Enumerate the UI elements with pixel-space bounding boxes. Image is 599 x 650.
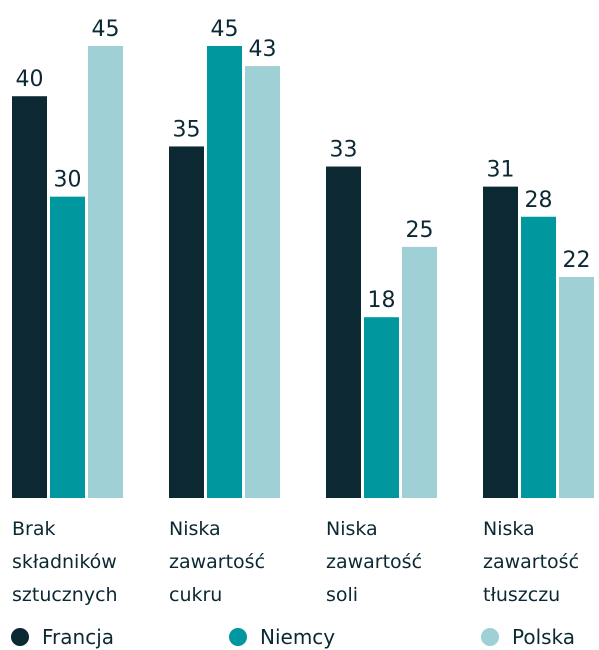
value-label: 28 <box>525 188 553 213</box>
bar <box>88 46 123 498</box>
bar <box>364 317 399 498</box>
legend-marker <box>481 628 499 646</box>
category-label: Niska <box>326 518 378 540</box>
value-label: 45 <box>211 17 239 42</box>
bar <box>521 216 556 498</box>
legend-marker <box>229 628 247 646</box>
category-label: Niska <box>169 518 221 540</box>
bar <box>169 146 204 498</box>
category-label: Brak <box>12 518 56 540</box>
bar <box>50 196 85 498</box>
bar <box>245 66 280 498</box>
value-label: 40 <box>16 67 44 92</box>
value-label: 18 <box>368 288 396 313</box>
legend-marker <box>11 628 29 646</box>
bar <box>483 186 518 498</box>
value-label: 43 <box>249 37 277 62</box>
category-label: zawartość <box>326 551 422 573</box>
legend-label: Polska <box>512 625 575 649</box>
value-label: 25 <box>406 218 434 243</box>
category-label: tłuszczu <box>483 584 560 606</box>
category-label: zawartość <box>483 551 579 573</box>
value-label: 22 <box>563 248 591 273</box>
bar <box>402 246 437 498</box>
legend-label: Francja <box>42 625 114 649</box>
value-label: 31 <box>487 158 515 183</box>
bar <box>12 96 47 498</box>
legend-label: Niemcy <box>260 625 335 649</box>
bar <box>326 166 361 499</box>
category-label: Niska <box>483 518 535 540</box>
value-label: 35 <box>173 117 201 142</box>
value-label: 45 <box>92 17 120 42</box>
category-label: cukru <box>169 584 222 606</box>
value-label: 33 <box>330 138 358 163</box>
value-label: 30 <box>54 168 82 193</box>
bar <box>207 46 242 498</box>
category-label: soli <box>326 584 358 606</box>
category-label: zawartość <box>169 551 265 573</box>
category-label: składników <box>12 551 117 573</box>
category-label: sztucznych <box>12 584 118 606</box>
bar <box>559 277 594 498</box>
